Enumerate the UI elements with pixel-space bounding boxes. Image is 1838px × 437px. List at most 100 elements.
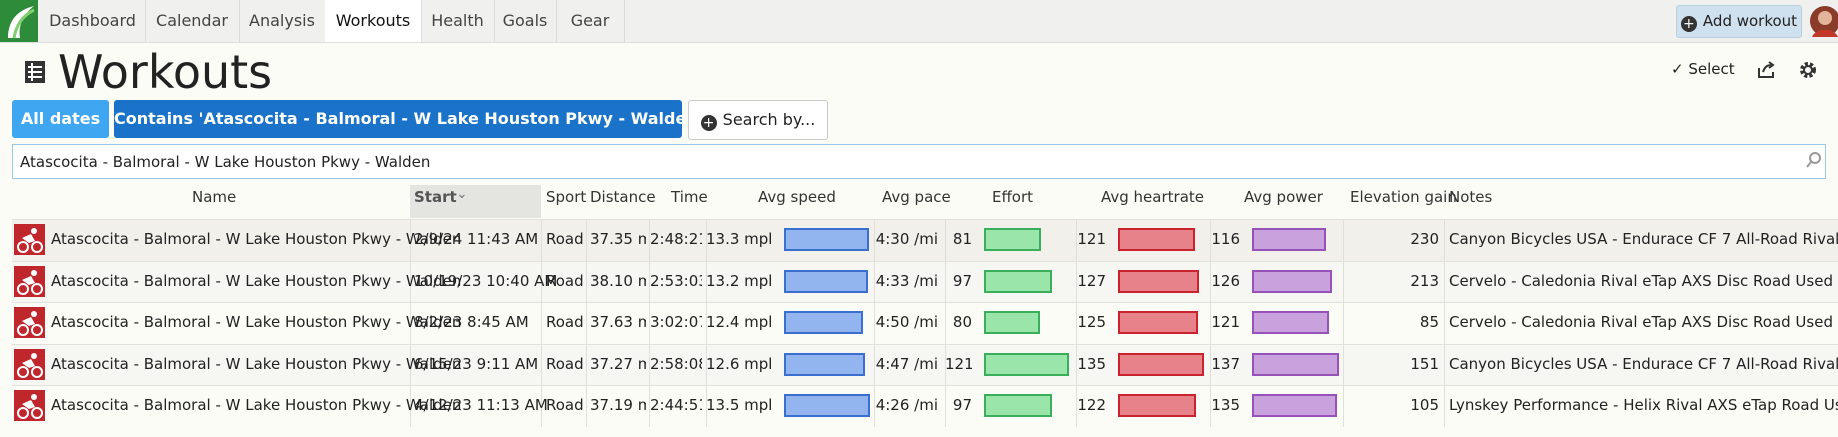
column-header[interactable]: Effort [992,188,1034,206]
effort-bar [984,228,1041,251]
table-row [12,343,1838,386]
elevation-gain: 213 [1410,271,1439,290]
column-divider [586,260,587,303]
avg-speed: 13.3 mph [706,230,771,248]
distance: 37.27 mi [590,354,646,373]
avg-pace: 4:50 /mi [875,313,938,332]
avg-speed: 12.6 mph [706,354,771,373]
select-button[interactable]: ✓ Select [1671,60,1735,78]
nav-tab[interactable]: Gear [556,0,625,42]
heartrate-bar [1118,394,1196,418]
search-by-button[interactable]: + Search by... [688,100,828,140]
column-divider [706,302,707,344]
heartrate-bar [1118,228,1196,251]
effort: 121 [945,354,972,373]
column-divider [1210,219,1211,261]
column-divider [1444,343,1445,386]
avg-power: 137 [1211,354,1240,373]
workout-name: Atascocita - Balmoral - W Lake Houston P… [51,354,462,373]
avatar[interactable] [1808,3,1838,39]
column-header[interactable]: Time [671,188,708,206]
contains-filter[interactable]: Contains 'Atascocita - Balmoral - W Lake… [114,100,733,138]
elevation-gain: 85 [1419,313,1439,332]
column-divider [1076,260,1077,303]
search-icon [1806,152,1821,168]
date-filter[interactable]: All dates [12,100,109,138]
sport: Road [546,396,584,415]
column-header[interactable]: Start [414,188,457,206]
sport-icon [14,390,45,422]
column-divider [649,219,650,261]
column-header[interactable]: Avg pace [882,188,951,206]
column-divider [1343,219,1344,261]
table-row [12,385,1838,427]
distance: 37.19 mi [590,396,646,415]
effort-bar [984,311,1040,335]
column-divider [945,302,946,344]
column-header[interactable]: Avg heartrate [1101,188,1204,206]
sport-icon [14,348,45,380]
column-divider [1210,302,1211,344]
column-divider [1076,302,1077,344]
avg-speed: 13.2 mph [706,271,771,290]
column-divider [1210,343,1211,386]
column-divider [541,343,542,386]
column-divider [874,302,875,344]
column-divider [1444,302,1445,344]
heartrate-bar [1118,269,1199,293]
column-header[interactable]: Avg speed [758,188,836,206]
column-divider [410,260,411,303]
nav-tab[interactable]: Analysis [239,0,326,42]
add-workout-button[interactable]: + Add workout [1676,5,1802,38]
nav-tab[interactable]: Health [421,0,495,42]
settings-icon[interactable] [1798,60,1818,80]
power-bar [1252,228,1326,251]
column-divider [541,385,542,427]
column-header[interactable]: Elevation gain [1350,188,1457,206]
duration: 2:48:21 [650,230,702,248]
column-divider [541,260,542,303]
nav-tab[interactable]: Dashboard [40,0,146,42]
column-divider [945,385,946,427]
speed-bar [784,269,869,293]
search-input[interactable]: Atascocita - Balmoral - W Lake Houston P… [12,144,1826,179]
avg-power: 116 [1211,230,1240,248]
column-header[interactable]: Sport [546,188,587,206]
nav-tab[interactable]: Workouts [325,0,422,42]
speed-bar [784,311,864,335]
distance: 38.10 mi [590,271,646,290]
sport: Road [546,271,584,290]
column-divider [541,219,542,261]
column-divider [586,302,587,344]
elevation-gain: 105 [1410,396,1439,415]
select-label: Select [1688,60,1735,78]
nav-tab[interactable]: Calendar [145,0,240,42]
column-divider [649,385,650,427]
column-header[interactable]: Avg power [1244,188,1323,206]
column-header[interactable]: Notes [1449,188,1493,206]
column-divider [1343,385,1344,427]
effort: 97 [952,271,972,290]
column-divider [649,302,650,344]
logo[interactable] [0,0,38,42]
avg-heartrate: 127 [1077,271,1106,290]
column-header[interactable]: Name [192,188,237,206]
sport: Road [546,230,584,248]
column-divider [586,343,587,386]
notes: Cervelo - Caledonia Rival eTap AXS Disc … [1449,271,1838,290]
nav-tab[interactable]: Goals [494,0,557,42]
power-bar [1252,311,1329,335]
column-divider [706,343,707,386]
sport: Road [546,354,584,373]
avg-pace: 4:47 /mi [875,354,938,373]
avg-heartrate: 125 [1077,313,1106,332]
avg-speed: 12.4 mph [706,313,771,332]
column-header[interactable]: Distance [590,188,656,206]
export-icon[interactable] [1756,60,1776,80]
start-time: 4/12/23 11:13 AM [414,396,548,415]
top-nav [0,0,1838,43]
duration: 3:02:07 [650,313,702,332]
table-row [12,260,1838,303]
table-row [12,219,1838,261]
